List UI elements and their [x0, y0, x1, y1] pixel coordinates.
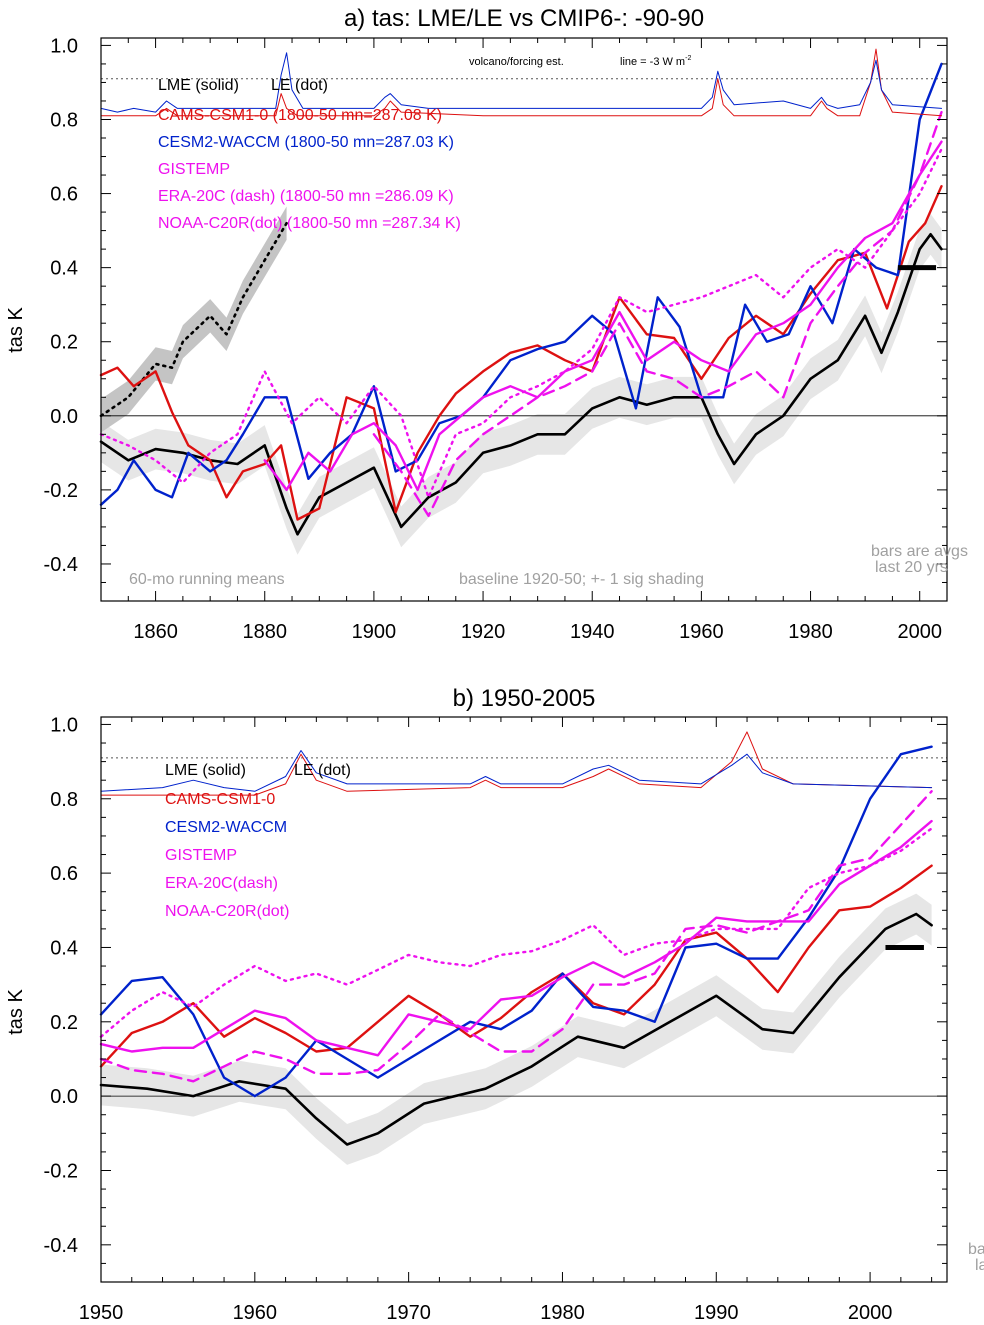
- ytick-label: 0.8: [50, 109, 78, 131]
- series-cams-csm1-0: [99, 184, 943, 521]
- xtick-label: 1980: [540, 1302, 585, 1324]
- panel-b-shading: [101, 893, 932, 1165]
- annotation-volcano: volcano/forcing est.: [469, 56, 564, 68]
- series-volcano-cams: [100, 731, 933, 796]
- annotation-running-means: 60-mo running means: [129, 571, 285, 588]
- legend-b-le: LE (dot): [294, 762, 351, 779]
- annotation-b-bars-line1: ba: [968, 1241, 984, 1258]
- xtick-label: 2000: [848, 1302, 893, 1324]
- annotation-baseline: baseline 1920-50; +- 1 sig shading: [459, 571, 704, 588]
- xtick-label: 1900: [352, 621, 397, 643]
- shade-lme-1: [101, 893, 932, 1165]
- panel-a-frame: [100, 37, 948, 602]
- panel-a-series: [99, 48, 943, 536]
- panel-a-reference-lines: [101, 78, 947, 417]
- ytick-label: -0.2: [44, 1160, 78, 1182]
- shade-lme-0: [101, 213, 942, 555]
- series-le: [99, 221, 288, 418]
- ytick-label: -0.4: [44, 1235, 78, 1257]
- annotation-line-scale: line = -3 W m-2: [620, 55, 691, 68]
- panel-b-reference-lines: [101, 757, 947, 1097]
- series-noaa-c20r: [99, 827, 933, 1038]
- series-gistemp: [263, 140, 943, 492]
- series-gistemp: [99, 819, 933, 1057]
- series-volcano-cesm: [100, 52, 942, 113]
- series-volcano-cesm: [100, 750, 933, 792]
- legend-cams: CAMS-CSM1-0 (1800-50 mn=287.08 K): [158, 107, 442, 124]
- ytick-label: 0.4: [50, 937, 78, 959]
- ytick-label: 0.6: [50, 863, 78, 885]
- panel-a-ylabel: tas K: [5, 307, 27, 353]
- ytick-label: 0.2: [50, 332, 78, 354]
- panel-a: a) tas: LME/LE vs CMIP6-: -90-90 -0.4-0.…: [5, 5, 968, 643]
- xtick-label: 1970: [386, 1302, 431, 1324]
- legend-b-era20c: ERA-20C(dash): [165, 875, 278, 892]
- panel-b: b) 1950-2005 -0.4 -0.2 0.0 0.2 0.4 0.6 0.8 1.0 1…: [5, 685, 984, 1324]
- series-cesm2-waccm: [99, 745, 933, 1098]
- series-cams-csm1-0: [99, 864, 933, 1068]
- series-era-20c: [372, 110, 943, 517]
- panel-b-ylabel: tas K: [5, 989, 27, 1035]
- xtick-label: 1960: [679, 621, 724, 643]
- ytick-label: 1.0: [50, 714, 78, 736]
- xtick-label: 1990: [694, 1302, 739, 1324]
- ytick-label: 0.2: [50, 1012, 78, 1034]
- annotation-bars-line2: last 20 yrs: [875, 559, 948, 576]
- legend-era20c: ERA-20C (dash) (1800-50 mn =286.09 K): [158, 188, 454, 205]
- series-noaa-c20r: [99, 147, 943, 499]
- xtick-label: 2000: [897, 621, 942, 643]
- panel-b-series: [99, 731, 933, 1146]
- legend-le: LE (dot): [271, 77, 328, 94]
- annotation-line-scale-exp: -2: [685, 55, 691, 62]
- ytick-label: 0.0: [50, 406, 78, 428]
- xtick-label: 1950: [79, 1302, 124, 1324]
- ytick-label: 0.4: [50, 258, 78, 280]
- ytick-label: -0.4: [44, 554, 78, 576]
- annotation-b-bars-line2: la: [975, 1257, 984, 1274]
- legend-cesm: CESM2-WACCM (1800-50 mn=287.03 K): [158, 134, 454, 151]
- panel-a-title: a) tas: LME/LE vs CMIP6-: -90-90: [344, 5, 704, 32]
- ytick-label: 1.0: [50, 35, 78, 57]
- ytick-label: 0.0: [50, 1086, 78, 1108]
- annotation-line-scale-text: line = -3 W m: [620, 56, 685, 68]
- ytick-label: 0.8: [50, 789, 78, 811]
- legend-b-cams: CAMS-CSM1-0: [165, 791, 275, 808]
- legend-b-gistemp: GISTEMP: [165, 847, 237, 864]
- xtick-label: 1960: [233, 1302, 278, 1324]
- panel-b-title: b) 1950-2005: [453, 685, 596, 712]
- xtick-label: 1920: [461, 621, 506, 643]
- legend-b-lme: LME (solid): [165, 762, 246, 779]
- legend-b-noaa: NOAA-C20R(dot): [165, 903, 289, 920]
- panel-b-frame: [100, 716, 948, 1283]
- series-cesm2-waccm: [99, 62, 943, 506]
- ytick-label: 0.6: [50, 184, 78, 206]
- series-lme: [99, 233, 943, 536]
- legend-lme: LME (solid): [158, 77, 239, 94]
- series-lme: [99, 912, 933, 1146]
- legend-noaa: NOAA-C20R(dot) (1800-50 mn =287.34 K): [158, 215, 461, 232]
- xtick-label: 1860: [133, 621, 178, 643]
- legend-gistemp: GISTEMP: [158, 161, 230, 178]
- annotation-bars-line1: bars are avgs: [871, 543, 968, 560]
- series-era-20c: [99, 790, 933, 1083]
- series-volcano-cams: [100, 48, 942, 117]
- xtick-label: 1940: [570, 621, 615, 643]
- xtick-label: 1980: [788, 621, 833, 643]
- ytick-label: -0.2: [44, 480, 78, 502]
- panel-b-axes: -0.4 -0.2 0.0 0.2 0.4 0.6 0.8 1.0 1950 1960 1970 19…: [44, 714, 947, 1324]
- panel-a-axes: -0.4 -0.2 0.0 0.2 0.4 0.6 0.8 1.0 1860 1880 1900 19…: [44, 35, 948, 643]
- xtick-label: 1880: [242, 621, 287, 643]
- legend-b-cesm: CESM2-WACCM: [165, 819, 287, 836]
